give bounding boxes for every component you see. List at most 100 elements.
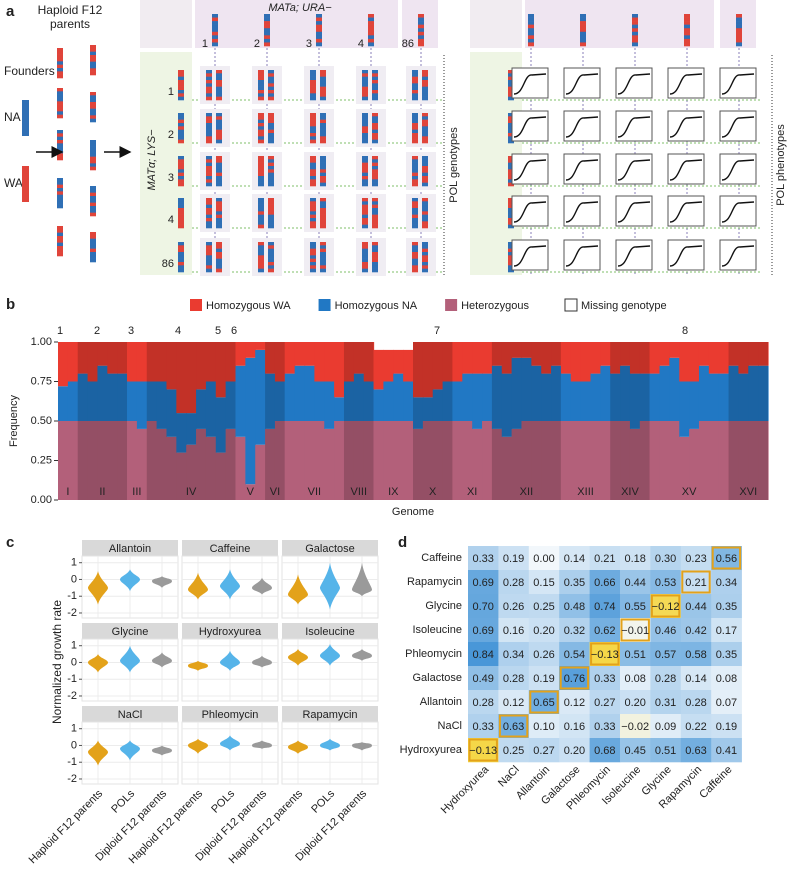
- heatmap-cell: [680, 666, 712, 691]
- area-segment: [215, 452, 227, 500]
- area-segment: [698, 365, 710, 421]
- chromosome-segment: [216, 96, 222, 101]
- area-segment: [324, 381, 335, 429]
- area-segment: [610, 373, 621, 421]
- area-segment: [235, 342, 246, 366]
- chromosome-label: IX: [388, 486, 399, 498]
- area-segment: [462, 342, 473, 374]
- chromosome-segment: [508, 245, 514, 249]
- chromosome-segment: [178, 133, 184, 137]
- area-segment: [501, 342, 513, 374]
- chromosome-segment: [412, 198, 418, 202]
- growth-curve: [513, 159, 547, 181]
- chromosome-segment: [372, 268, 378, 273]
- chromosome-segment: [57, 104, 63, 109]
- cell-label: 0.18: [624, 553, 645, 565]
- chromosome-segment: [736, 17, 742, 22]
- chromosome: [362, 113, 368, 144]
- chromosome-segment: [178, 139, 184, 144]
- chromosome-segment: [422, 113, 428, 117]
- chromosome-segment: [90, 150, 96, 154]
- area-segment: [452, 421, 463, 500]
- chromosome-segment: [310, 86, 316, 91]
- heatmap-cell: [650, 594, 682, 619]
- chromosome-segment: [580, 28, 586, 33]
- chromosome-segment: [258, 268, 264, 273]
- chromosome-segment: [90, 61, 96, 66]
- chromosome-segment: [372, 169, 378, 173]
- chromosome-segment: [206, 211, 212, 215]
- chromosome-segment: [258, 86, 264, 91]
- chromosome-segment: [258, 136, 264, 140]
- heatmap-cell: [589, 594, 621, 619]
- chromosome-label: V: [247, 486, 255, 498]
- chromosome-segment: [736, 38, 742, 43]
- chromosome-segment: [57, 236, 63, 240]
- chromosome-segment: [422, 96, 428, 101]
- area-segment: [491, 428, 503, 500]
- legend-swatch: [190, 299, 202, 311]
- area-segment: [146, 342, 158, 382]
- chromosome-segment: [268, 76, 274, 81]
- cell-band: [406, 109, 436, 147]
- chromosome-segment: [320, 73, 326, 77]
- heatmap-cell: [620, 690, 651, 715]
- chromosome-segment: [362, 76, 368, 81]
- chromosome: [206, 242, 212, 273]
- area-segment: [176, 342, 187, 414]
- growth-curve: [617, 159, 651, 181]
- area-segment: [472, 373, 483, 429]
- cell-band: [252, 66, 282, 104]
- chromosome-segment: [310, 182, 316, 187]
- chromosome-segment: [422, 116, 428, 120]
- chromosome-segment: [528, 31, 534, 36]
- area-segment: [373, 389, 385, 421]
- chromosome-segment: [736, 21, 742, 25]
- chromosome-shade: [610, 342, 650, 500]
- cell-label: 0.62: [594, 625, 615, 637]
- chromosome-segment: [362, 166, 368, 170]
- area-segment: [659, 365, 670, 421]
- chromosome: [57, 88, 63, 119]
- chromosome-segment: [310, 208, 316, 212]
- chromosome-segment: [412, 201, 418, 205]
- chromosome-segment: [57, 188, 63, 192]
- area-segment: [127, 381, 138, 421]
- growth-curve: [669, 116, 703, 138]
- chromosome-segment: [422, 201, 428, 205]
- area-segment: [521, 421, 532, 500]
- cell-label: −0.13: [591, 649, 619, 661]
- cell-band: [252, 238, 282, 276]
- chromosome-segment: [268, 139, 274, 144]
- chromosome-segment: [412, 208, 418, 212]
- chromosome-segment: [206, 123, 212, 127]
- chromosome-segment: [258, 198, 264, 202]
- chromosome-segment: [90, 163, 96, 167]
- chromosome-segment: [372, 224, 378, 229]
- cell-label: 0.58: [685, 649, 706, 661]
- chromosome-segment: [57, 232, 63, 237]
- area-segment: [659, 421, 670, 500]
- chromosome-segment: [268, 93, 274, 97]
- chromosome-segment: [310, 119, 316, 124]
- cell-label: 0.51: [655, 745, 676, 757]
- chromosome-segment: [178, 224, 184, 229]
- chromosome-segment: [268, 119, 274, 124]
- chromosome-segment: [684, 31, 690, 36]
- chromosome-segment: [412, 214, 418, 219]
- chromosome: [362, 242, 368, 273]
- chromosome-segment: [412, 80, 418, 84]
- chromosome-segment: [206, 126, 212, 130]
- violin: [88, 571, 108, 605]
- cell-label: 0.12: [564, 697, 585, 709]
- chromosome: [178, 156, 184, 187]
- chromosome-segment: [258, 224, 264, 229]
- heatmap-cell: [711, 714, 742, 739]
- chromosome-segment: [412, 93, 418, 97]
- chromosome-segment: [422, 86, 428, 91]
- heatmap-cell: [559, 546, 590, 571]
- chromosome-segment: [206, 73, 212, 77]
- heatmap-cell: [620, 738, 651, 763]
- chromosome: [422, 113, 428, 144]
- area-segment: [649, 373, 661, 421]
